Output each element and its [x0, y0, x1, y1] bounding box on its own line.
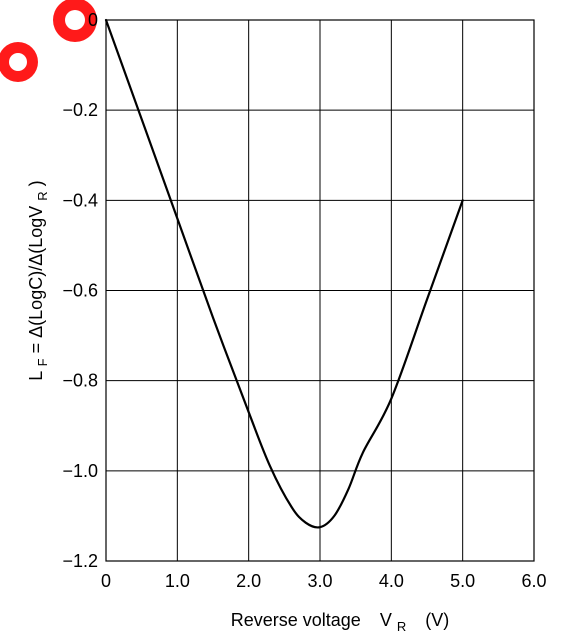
y-tick-label: −0.6 — [62, 281, 98, 301]
y-tick-label: −1.2 — [62, 551, 98, 571]
x-tick-label: 3.0 — [307, 571, 332, 591]
x-axis-label: Reverse voltage V R (V) — [231, 610, 450, 635]
y-axis-label-prefix-sub: F — [35, 358, 50, 366]
x-axis-label-subscript: R — [397, 619, 406, 634]
y-axis-label-prefix: L — [26, 371, 46, 381]
x-axis-label-unit: (V) — [425, 610, 449, 630]
x-tick-labels: 0 1.0 2.0 3.0 4.0 5.0 6.0 — [101, 571, 547, 591]
x-axis-label-symbol: V — [380, 610, 392, 630]
x-axis-label-main: Reverse voltage — [231, 610, 361, 630]
x-tick-label: 1.0 — [165, 571, 190, 591]
x-tick-label: 0 — [101, 571, 111, 591]
series-line — [104, 18, 464, 529]
y-tick-label: 0 — [88, 10, 98, 30]
y-tick-label: −1.0 — [62, 461, 98, 481]
y-tick-label: −0.4 — [62, 190, 98, 210]
y-axis-label-formula: = Δ(LogC)/Δ(LogV — [26, 206, 46, 354]
x-tick-label: 6.0 — [521, 571, 546, 591]
y-axis-label-formula-sub: R — [35, 191, 50, 200]
plot-frame — [105, 19, 535, 562]
watermark-fragment — [0, 0, 97, 82]
y-tick-label: −0.2 — [62, 100, 98, 120]
y-axis-label-suffix: ) — [26, 180, 46, 186]
y-tick-labels: 0 −0.2 −0.4 −0.6 −0.8 −1.0 −1.2 — [62, 10, 98, 571]
x-tick-label: 4.0 — [379, 571, 404, 591]
grid — [106, 20, 534, 561]
y-axis-label: L F = Δ(LogC)/Δ(LogV R ) — [26, 180, 51, 380]
x-tick-label: 5.0 — [450, 571, 475, 591]
x-tick-label: 2.0 — [236, 571, 261, 591]
y-tick-label: −0.8 — [62, 371, 98, 391]
